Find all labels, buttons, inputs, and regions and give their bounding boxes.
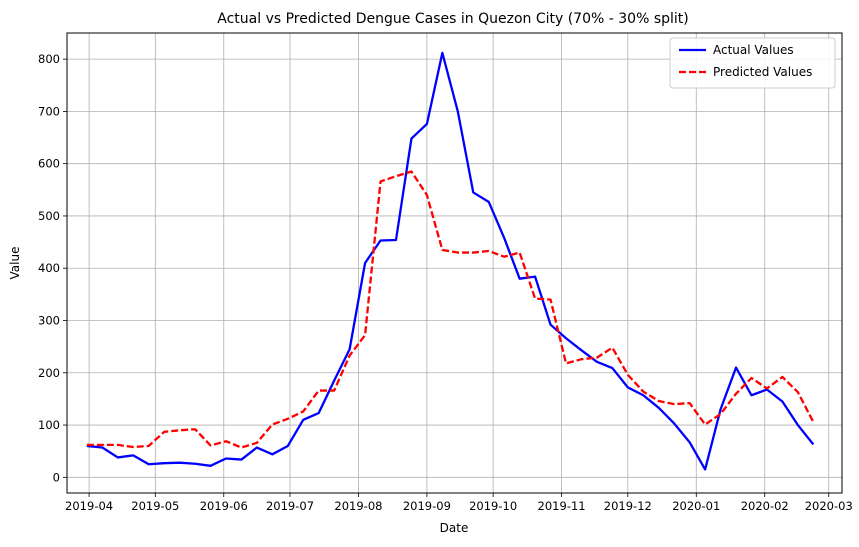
x-axis-label: Date <box>440 521 469 535</box>
y-tick-label: 600 <box>38 157 60 171</box>
x-tick-label: 2019-05 <box>131 499 179 513</box>
legend: Actual Values Predicted Values <box>669 37 836 89</box>
y-tick-label: 300 <box>38 314 60 328</box>
plot-series <box>86 51 815 471</box>
x-axis-ticks: 2019-04 2019-05 2019-06 2019-07 2019-08 2019-… <box>65 493 853 513</box>
series-line-actual <box>86 51 815 471</box>
x-tick-label: 2020-03 <box>805 499 853 513</box>
legend-box <box>669 37 836 89</box>
y-tick-label: 200 <box>38 366 60 380</box>
y-tick-label: 700 <box>38 104 60 118</box>
y-tick-label: 100 <box>38 418 60 432</box>
y-tick-label: 400 <box>38 261 60 275</box>
x-tick-label: 2019-06 <box>200 499 248 513</box>
plot-frame <box>66 32 843 494</box>
y-tick-label: 0 <box>53 470 60 484</box>
x-tick-label: 2019-04 <box>65 499 113 513</box>
chart-title: Actual vs Predicted Dengue Cases in Quez… <box>217 11 688 27</box>
legend-label-predicted: Predicted Values <box>713 65 812 79</box>
x-tick-label: 2019-08 <box>334 499 382 513</box>
grid-lines <box>67 33 842 493</box>
x-tick-label: 2019-07 <box>266 499 314 513</box>
x-tick-label: 2020-01 <box>672 499 720 513</box>
x-tick-label: 2019-10 <box>469 499 517 513</box>
y-axis-label: Value <box>8 247 22 280</box>
series-line-predicted <box>86 170 815 449</box>
y-axis-ticks: 0 100 200 300 400 500 600 700 800 <box>38 52 67 484</box>
legend-label-actual: Actual Values <box>713 43 794 57</box>
x-tick-label: 2020-02 <box>741 499 789 513</box>
x-tick-label: 2019-09 <box>403 499 451 513</box>
y-tick-label: 500 <box>38 209 60 223</box>
x-tick-label: 2019-11 <box>538 499 586 513</box>
y-tick-label: 800 <box>38 52 60 66</box>
x-tick-label: 2019-12 <box>604 499 652 513</box>
